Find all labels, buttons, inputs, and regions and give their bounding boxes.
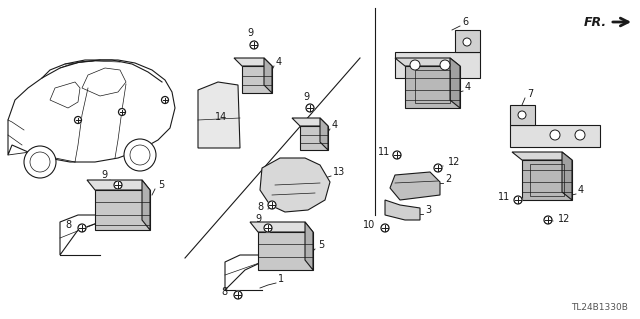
Text: 9: 9 xyxy=(247,28,253,38)
Text: FR.: FR. xyxy=(584,16,607,28)
Text: 14: 14 xyxy=(215,112,227,122)
Text: 4: 4 xyxy=(578,185,584,195)
Polygon shape xyxy=(522,160,572,200)
Circle shape xyxy=(118,108,125,115)
Text: 12: 12 xyxy=(448,157,460,167)
Text: 8: 8 xyxy=(66,220,72,230)
Polygon shape xyxy=(390,172,440,200)
Circle shape xyxy=(518,111,526,119)
Polygon shape xyxy=(198,82,240,148)
Polygon shape xyxy=(234,58,272,66)
Text: 2: 2 xyxy=(445,174,451,184)
Circle shape xyxy=(575,130,585,140)
Circle shape xyxy=(514,196,522,204)
Polygon shape xyxy=(455,30,480,52)
Circle shape xyxy=(440,60,450,70)
Text: 4: 4 xyxy=(332,120,338,130)
Polygon shape xyxy=(405,66,460,108)
Polygon shape xyxy=(260,158,330,212)
Text: 4: 4 xyxy=(276,57,282,67)
Polygon shape xyxy=(250,222,313,232)
Text: 3: 3 xyxy=(425,205,431,215)
Polygon shape xyxy=(395,58,460,66)
Polygon shape xyxy=(562,152,572,200)
Circle shape xyxy=(410,60,420,70)
Polygon shape xyxy=(292,118,328,126)
Circle shape xyxy=(268,201,276,209)
Text: 6: 6 xyxy=(462,17,468,27)
Circle shape xyxy=(544,216,552,224)
Text: 1: 1 xyxy=(278,274,284,284)
Text: 12: 12 xyxy=(558,214,570,224)
Text: 1: 1 xyxy=(116,210,122,220)
Circle shape xyxy=(114,181,122,189)
Text: 7: 7 xyxy=(527,89,533,99)
Text: 11: 11 xyxy=(378,147,390,157)
Circle shape xyxy=(434,164,442,172)
Polygon shape xyxy=(242,66,272,93)
Text: 9: 9 xyxy=(255,214,261,224)
Circle shape xyxy=(381,224,389,232)
Polygon shape xyxy=(300,126,328,150)
Polygon shape xyxy=(512,152,572,160)
Polygon shape xyxy=(258,232,313,270)
Polygon shape xyxy=(60,215,100,255)
Circle shape xyxy=(393,151,401,159)
Text: 13: 13 xyxy=(333,167,345,177)
Text: 4: 4 xyxy=(465,82,471,92)
Text: 11: 11 xyxy=(498,192,510,202)
Polygon shape xyxy=(87,180,150,190)
Polygon shape xyxy=(264,58,272,93)
Text: 10: 10 xyxy=(363,220,375,230)
Circle shape xyxy=(74,116,81,123)
Polygon shape xyxy=(320,118,328,150)
Circle shape xyxy=(161,97,168,103)
Text: 8: 8 xyxy=(222,287,228,297)
Text: TL24B1330B: TL24B1330B xyxy=(572,303,628,313)
Circle shape xyxy=(463,38,471,46)
Circle shape xyxy=(124,139,156,171)
Circle shape xyxy=(234,291,242,299)
Circle shape xyxy=(550,130,560,140)
Text: 9: 9 xyxy=(102,170,108,180)
Circle shape xyxy=(24,146,56,178)
Circle shape xyxy=(306,104,314,112)
Text: 5: 5 xyxy=(318,240,324,250)
Text: 5: 5 xyxy=(158,180,164,190)
Polygon shape xyxy=(305,222,313,270)
Text: 8: 8 xyxy=(258,202,264,212)
Circle shape xyxy=(250,41,258,49)
Polygon shape xyxy=(395,52,480,78)
Polygon shape xyxy=(510,125,600,147)
Polygon shape xyxy=(385,200,420,220)
Text: 9: 9 xyxy=(303,92,309,102)
Polygon shape xyxy=(95,190,150,230)
Polygon shape xyxy=(510,105,535,125)
Circle shape xyxy=(264,224,272,232)
Polygon shape xyxy=(142,180,150,230)
Polygon shape xyxy=(450,58,460,108)
Circle shape xyxy=(78,224,86,232)
Polygon shape xyxy=(225,255,262,290)
